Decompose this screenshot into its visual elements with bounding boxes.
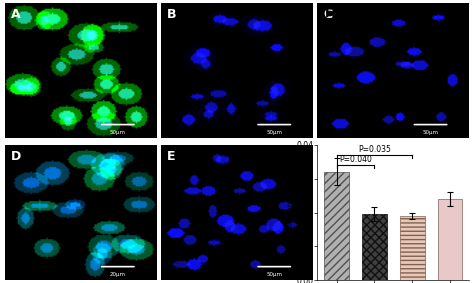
Text: F: F bbox=[325, 7, 333, 20]
Text: A: A bbox=[11, 8, 20, 21]
Bar bbox=[324, 172, 349, 280]
Text: D: D bbox=[11, 150, 21, 163]
Y-axis label: Fluorescence intensity ratio: Fluorescence intensity ratio bbox=[288, 164, 293, 261]
Bar bbox=[438, 199, 462, 280]
Text: 50μm: 50μm bbox=[110, 130, 126, 135]
Text: B: B bbox=[167, 8, 177, 21]
Text: E: E bbox=[167, 150, 176, 163]
Text: 20μm: 20μm bbox=[110, 272, 126, 277]
Bar bbox=[400, 216, 425, 280]
Text: P=0.040: P=0.040 bbox=[339, 155, 372, 164]
Text: P=0.035: P=0.035 bbox=[358, 145, 391, 154]
Text: 50μm: 50μm bbox=[266, 130, 282, 135]
Bar bbox=[362, 214, 387, 280]
Text: 50μm: 50μm bbox=[266, 272, 282, 277]
Text: C: C bbox=[324, 8, 333, 21]
Text: 50μm: 50μm bbox=[422, 130, 438, 135]
